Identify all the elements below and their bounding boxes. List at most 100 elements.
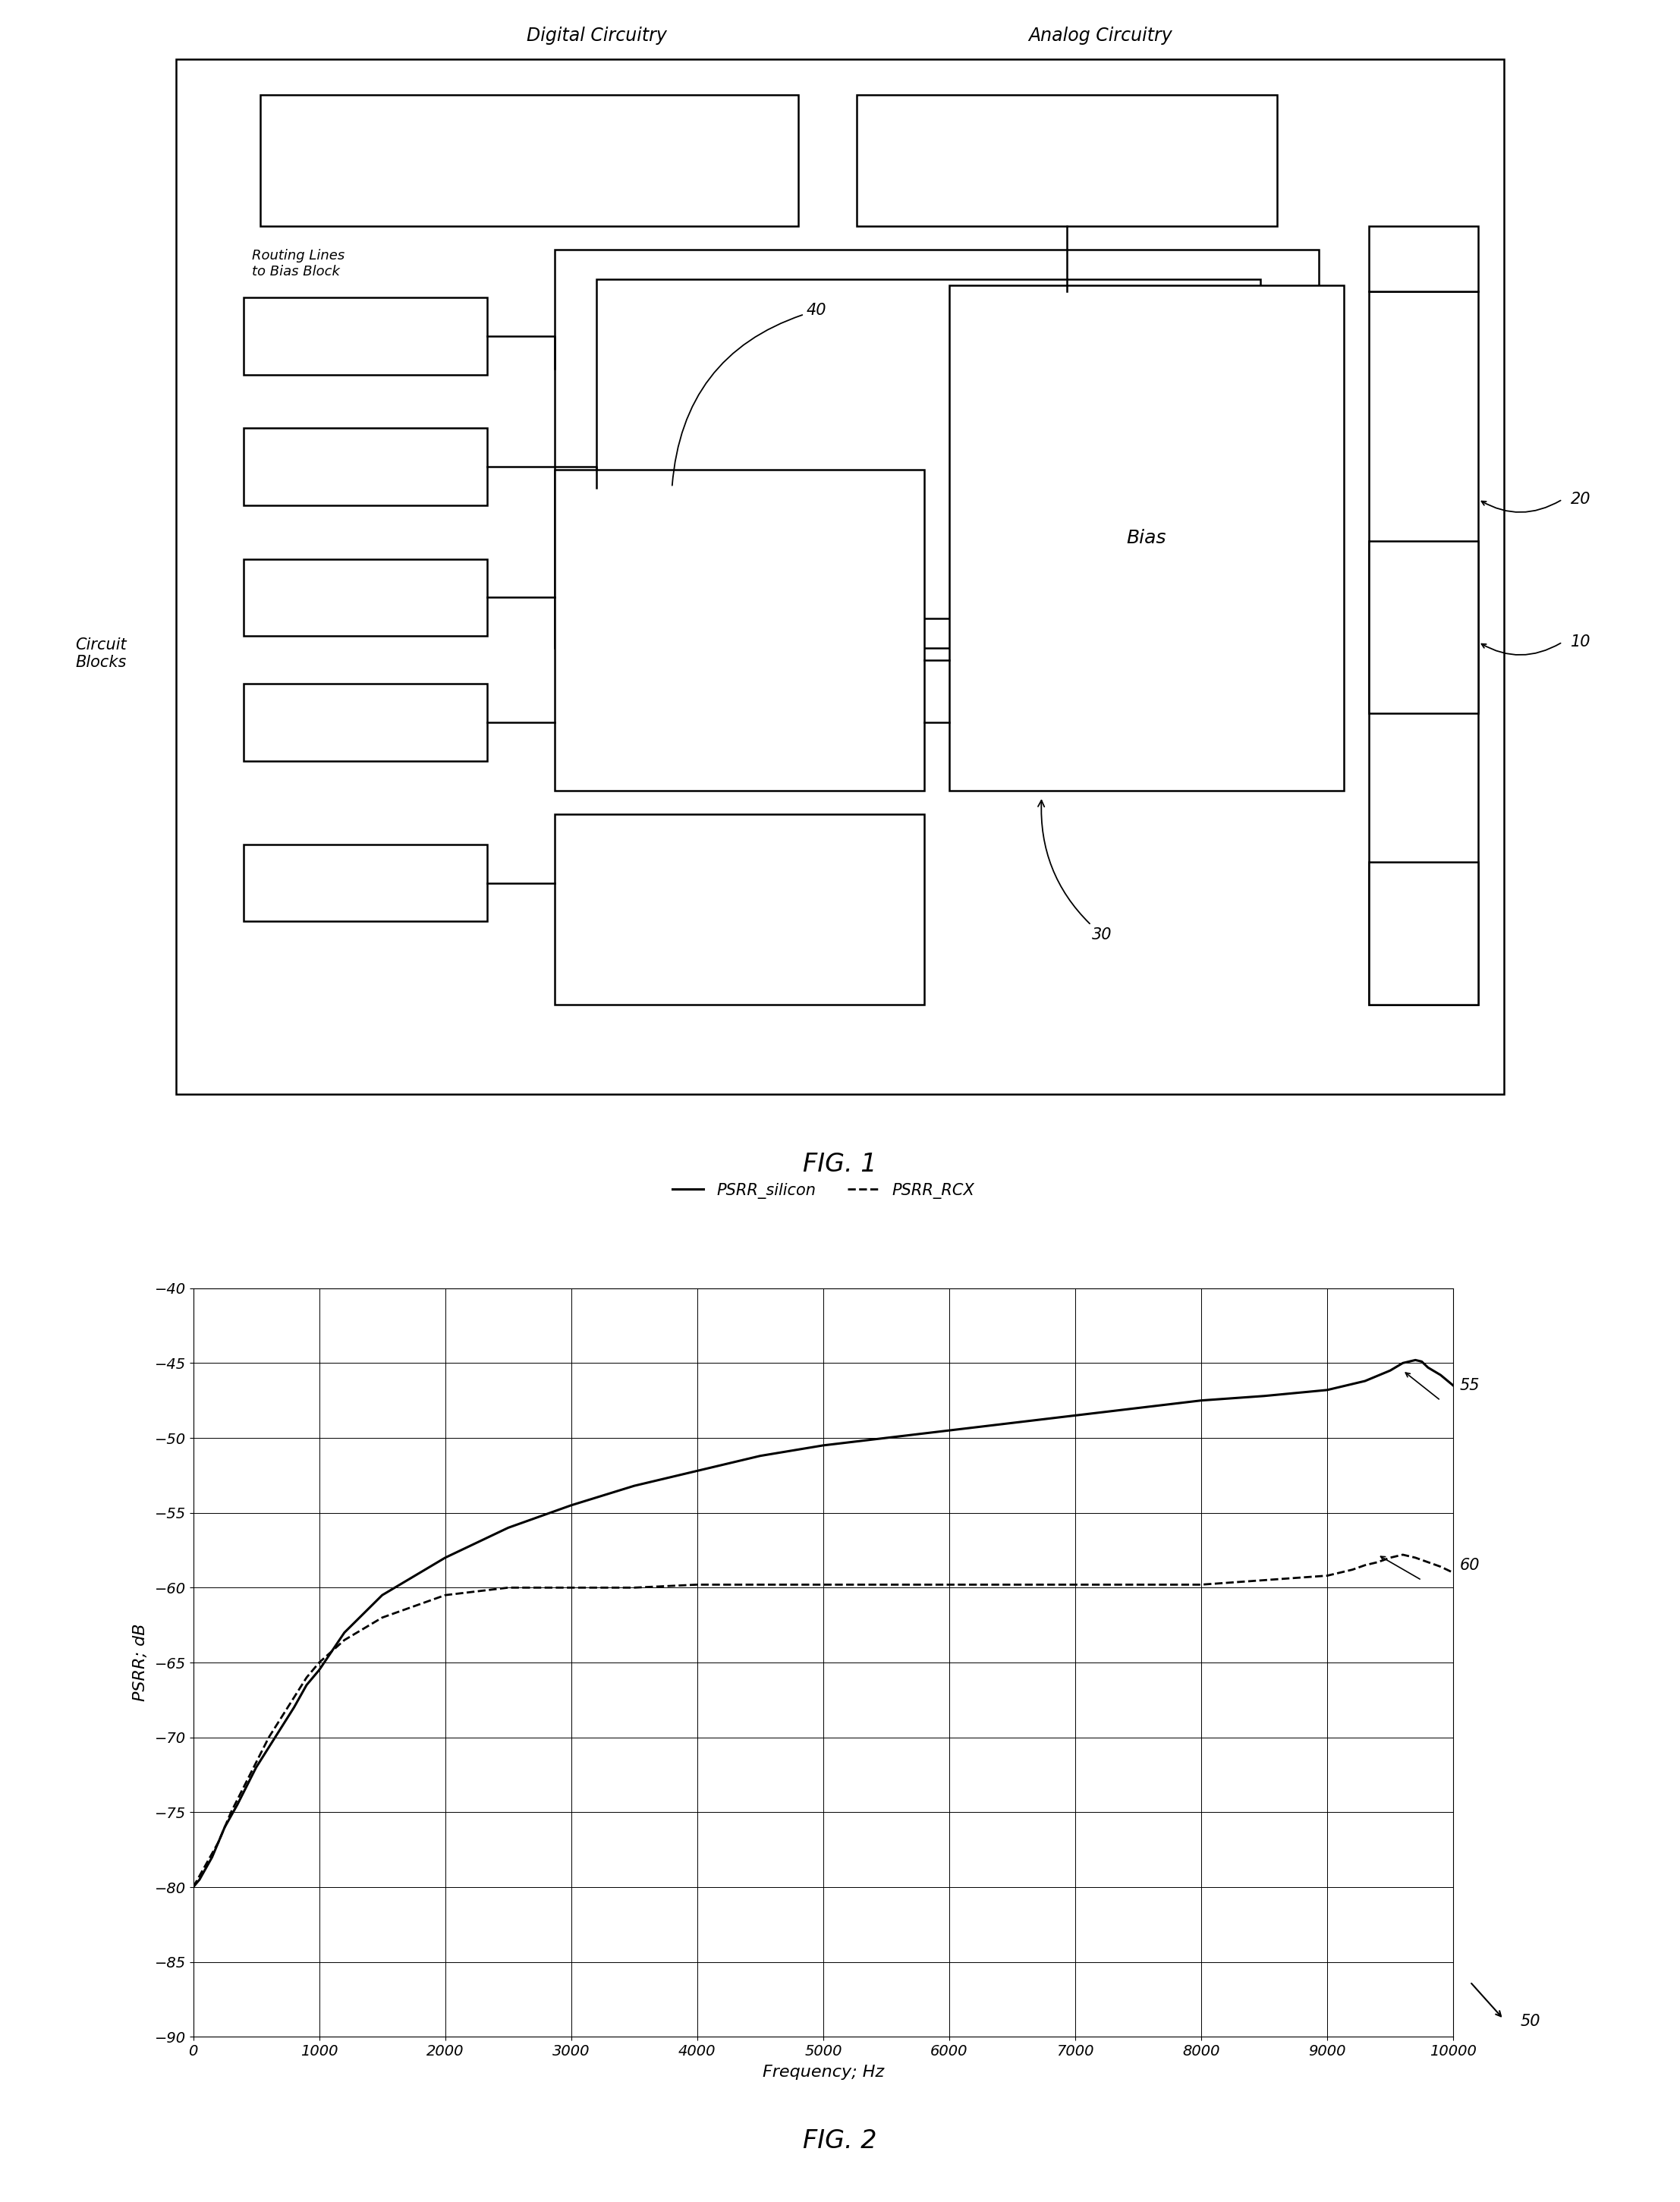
PSRR_RCX xyxy=(277,1693,297,1720)
PSRR_RCX xyxy=(1381,1544,1401,1570)
PSRR_RCX xyxy=(195,1852,215,1878)
PSRR_RCX xyxy=(749,1572,769,1599)
PSRR_RCX xyxy=(877,1572,897,1599)
Text: 60: 60 xyxy=(1460,1557,1480,1572)
PSRR_RCX xyxy=(813,1572,833,1599)
PSRR_RCX xyxy=(240,1762,260,1788)
PSRR_RCX xyxy=(259,1724,279,1751)
PSRR_RCX xyxy=(1129,1572,1149,1599)
PSRR_RCX xyxy=(334,1627,354,1654)
PSRR_silicon xyxy=(309,1656,329,1682)
PSRR_silicon xyxy=(1065,1403,1085,1429)
PSRR_RCX xyxy=(1317,1563,1337,1590)
PSRR_RCX xyxy=(1253,1568,1273,1594)
Text: FIG. 2: FIG. 2 xyxy=(803,2129,877,2154)
PSRR_silicon xyxy=(623,1473,643,1500)
PSRR_RCX xyxy=(296,1665,316,1691)
PSRR_silicon xyxy=(1404,1348,1425,1374)
PSRR_RCX xyxy=(623,1574,643,1601)
Legend: PSRR_silicon, PSRR_RCX: PSRR_silicon, PSRR_RCX xyxy=(665,1176,981,1204)
PSRR_RCX xyxy=(1404,1544,1425,1570)
PSRR_silicon xyxy=(183,1874,203,1900)
Bar xyxy=(554,815,924,1004)
PSRR_silicon xyxy=(202,1843,222,1869)
Text: 55: 55 xyxy=(1460,1378,1480,1394)
PSRR_silicon xyxy=(749,1442,769,1469)
PSRR_RCX xyxy=(1191,1572,1211,1599)
Y-axis label: PSRR; dB: PSRR; dB xyxy=(133,1623,148,1702)
Bar xyxy=(1369,227,1478,291)
PSRR_RCX xyxy=(687,1572,707,1599)
Bar xyxy=(244,297,487,374)
PSRR_RCX xyxy=(1001,1572,1021,1599)
Text: Analog Circuitry: Analog Circuitry xyxy=(1028,26,1173,44)
PSRR_silicon xyxy=(245,1755,265,1781)
Bar xyxy=(244,427,487,506)
PSRR_silicon xyxy=(1001,1409,1021,1436)
PSRR_RCX xyxy=(1393,1541,1413,1568)
Bar xyxy=(260,95,798,227)
PSRR_RCX xyxy=(497,1574,517,1601)
PSRR_silicon xyxy=(1381,1356,1401,1383)
PSRR_RCX xyxy=(1368,1548,1388,1574)
Bar xyxy=(949,286,1344,791)
Bar xyxy=(554,249,1319,647)
PSRR_silicon xyxy=(1129,1394,1149,1420)
Text: Routing Lines
to Bias Block: Routing Lines to Bias Block xyxy=(252,249,344,280)
PSRR_RCX xyxy=(222,1799,242,1825)
Bar xyxy=(244,559,487,636)
Text: Digital Circuitry: Digital Circuitry xyxy=(526,26,667,44)
PSRR_RCX xyxy=(561,1574,581,1601)
PSRR_silicon xyxy=(1253,1383,1273,1409)
PSRR_silicon xyxy=(215,1814,235,1841)
Text: 30: 30 xyxy=(1038,799,1112,942)
PSRR_silicon xyxy=(877,1425,897,1451)
PSRR_silicon xyxy=(334,1618,354,1645)
Text: 50: 50 xyxy=(1520,2015,1541,2028)
PSRR_silicon xyxy=(687,1458,707,1484)
PSRR_silicon xyxy=(1354,1367,1374,1394)
PSRR_silicon xyxy=(561,1493,581,1519)
Bar xyxy=(176,59,1504,1094)
PSRR_silicon xyxy=(227,1792,247,1819)
PSRR_RCX xyxy=(373,1605,393,1632)
PSRR_silicon xyxy=(265,1724,286,1751)
PSRR_silicon xyxy=(1431,1361,1452,1387)
PSRR_silicon xyxy=(1191,1387,1211,1414)
Bar xyxy=(554,469,924,791)
Text: 10: 10 xyxy=(1571,634,1591,650)
PSRR_silicon xyxy=(813,1431,833,1458)
PSRR_RCX xyxy=(1431,1552,1452,1579)
PSRR_silicon xyxy=(373,1581,393,1607)
PSRR_silicon xyxy=(190,1867,210,1894)
PSRR_RCX xyxy=(208,1830,228,1856)
Bar xyxy=(1369,861,1478,1004)
PSRR_RCX xyxy=(1342,1557,1362,1583)
PSRR_silicon xyxy=(296,1671,316,1698)
PSRR_RCX xyxy=(435,1581,455,1607)
PSRR_RCX xyxy=(183,1874,203,1900)
PSRR_RCX xyxy=(309,1649,329,1676)
Bar xyxy=(596,280,1260,619)
PSRR_silicon xyxy=(1443,1372,1463,1398)
Bar xyxy=(244,683,487,762)
PSRR_RCX xyxy=(1443,1559,1463,1585)
Text: Bias: Bias xyxy=(1127,528,1166,546)
PSRR_silicon xyxy=(1393,1350,1413,1376)
PSRR_silicon xyxy=(939,1418,959,1445)
PSRR_silicon xyxy=(497,1515,517,1541)
PSRR_silicon xyxy=(1317,1376,1337,1403)
Text: Circuit
Blocks: Circuit Blocks xyxy=(76,639,126,669)
Line: PSRR_RCX: PSRR_RCX xyxy=(193,1555,1453,1887)
PSRR_silicon xyxy=(1411,1348,1431,1374)
Bar xyxy=(1369,291,1478,1004)
PSRR_silicon xyxy=(1418,1354,1438,1381)
Bar xyxy=(244,843,487,920)
PSRR_silicon xyxy=(284,1693,304,1720)
PSRR_RCX xyxy=(1418,1548,1438,1574)
PSRR_silicon xyxy=(435,1544,455,1570)
X-axis label: Frequency; Hz: Frequency; Hz xyxy=(763,2065,884,2081)
Line: PSRR_silicon: PSRR_silicon xyxy=(193,1361,1453,1887)
Bar xyxy=(857,95,1277,227)
Bar xyxy=(1369,542,1478,713)
